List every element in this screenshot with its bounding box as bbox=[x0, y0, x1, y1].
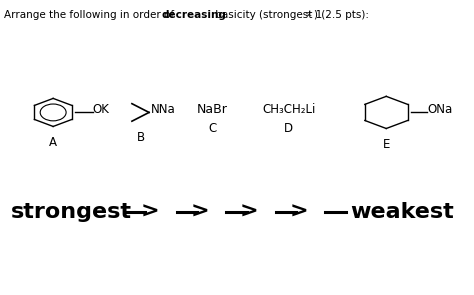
Text: ONa: ONa bbox=[427, 103, 453, 116]
Text: >: > bbox=[141, 202, 159, 222]
Text: A: A bbox=[49, 136, 57, 149]
Text: >: > bbox=[240, 202, 258, 222]
Text: B: B bbox=[137, 131, 145, 144]
Text: NaBr: NaBr bbox=[197, 103, 228, 116]
Text: st: st bbox=[306, 11, 312, 17]
Text: weakest: weakest bbox=[350, 202, 454, 222]
Text: strongest: strongest bbox=[10, 202, 131, 222]
Text: OK: OK bbox=[93, 103, 109, 116]
Text: >: > bbox=[289, 202, 308, 222]
Text: E: E bbox=[383, 138, 390, 151]
Text: basicity (strongest 1: basicity (strongest 1 bbox=[212, 10, 322, 20]
Text: decreasing: decreasing bbox=[161, 10, 226, 20]
Text: >: > bbox=[190, 202, 209, 222]
Text: D: D bbox=[284, 122, 293, 135]
Text: CH₃CH₂Li: CH₃CH₂Li bbox=[262, 103, 315, 116]
Text: ) (2.5 pts):: ) (2.5 pts): bbox=[314, 10, 369, 20]
Text: NNa: NNa bbox=[151, 103, 176, 116]
Text: Arrange the following in order of: Arrange the following in order of bbox=[4, 10, 177, 20]
Text: C: C bbox=[208, 122, 216, 135]
